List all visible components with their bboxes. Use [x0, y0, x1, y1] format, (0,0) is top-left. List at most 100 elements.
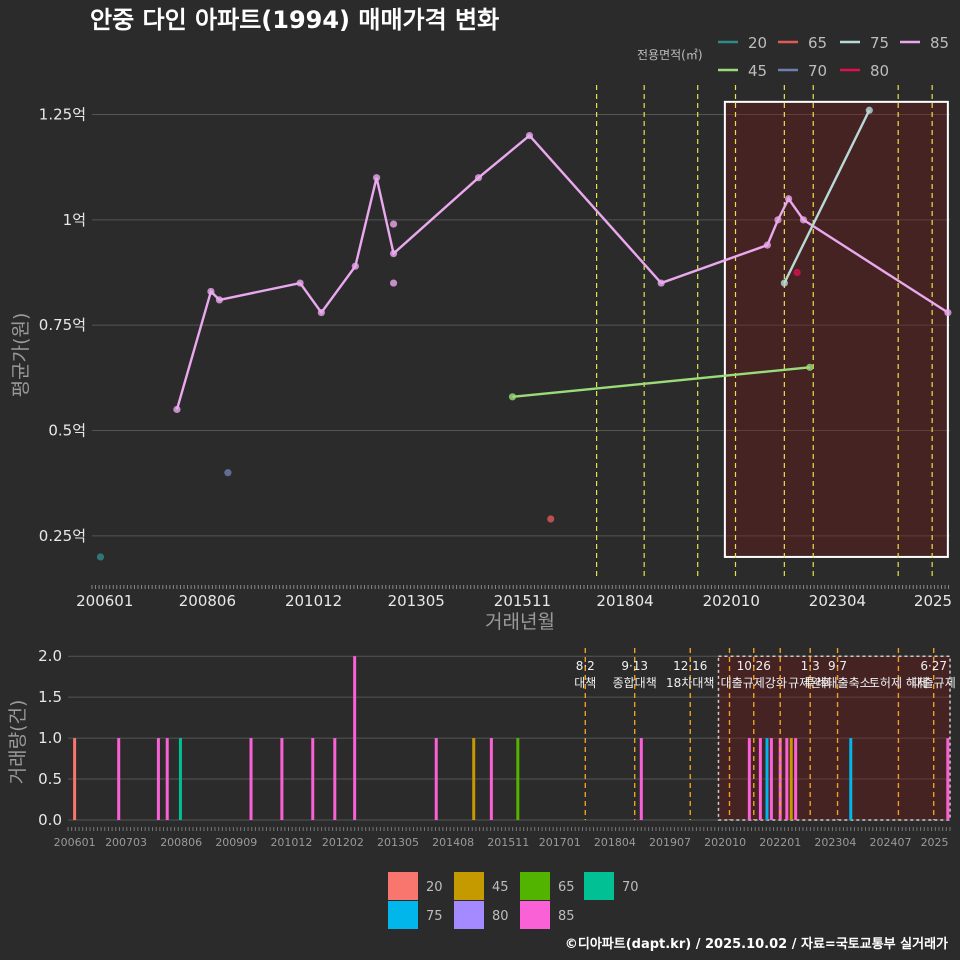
volume-y-tick-label: 1.5 [38, 688, 62, 706]
price-point-85 [317, 308, 325, 317]
price-x-tick-label: 200601 [76, 592, 133, 610]
volume-x-tick-label: 200703 [105, 836, 147, 849]
event-name-label: 18차대책 [666, 675, 714, 690]
volume-x-tick-label: 201305 [377, 836, 419, 849]
volume-bar-45 [472, 738, 476, 820]
volume-legend-swatch-85 [520, 901, 550, 929]
event-name-label: 종합대책 [613, 675, 657, 690]
price-point-85 [474, 174, 483, 182]
volume-x-tick-label: 201804 [594, 836, 636, 849]
price-x-tick-label: 202010 [703, 592, 760, 610]
volume-bar-85 [639, 738, 643, 820]
volume-bar-75 [849, 738, 853, 820]
credit-text: ©디아파트(dapt.kr) / 2025.10.02 / 자료=국토교통부 실… [565, 936, 948, 952]
legend-label-45: 45 [748, 62, 767, 80]
event-name-label: 대출규제강화 [721, 676, 787, 690]
volume-bar-85 [249, 738, 253, 820]
price-point-85 [215, 296, 224, 304]
price-x-tick-label: 2025 [914, 592, 952, 610]
price-point-85 [389, 279, 398, 287]
price-point-70 [224, 469, 232, 477]
price-y-tick-label: 0.25억 [39, 527, 86, 545]
volume-y-tick-label: 1.0 [38, 729, 62, 747]
volume-bar-70 [178, 738, 182, 820]
event-date-label: 12·16 [673, 659, 707, 673]
event-date-label: 8·2 [576, 659, 595, 673]
price-y-tick-label: 1억 [63, 211, 86, 229]
volume-bar-85 [165, 738, 169, 820]
event-name-label: 규제완화 [788, 676, 832, 690]
volume-bar-85 [785, 738, 789, 820]
volume-y-tick-label: 0.0 [38, 811, 62, 829]
event-name-label: 대출규제 [912, 676, 956, 690]
volume-y-axis-label: 거래량(건) [7, 700, 29, 785]
volume-x-tick-label: 200601 [54, 836, 96, 849]
price-point-80 [793, 268, 801, 277]
volume-bar-85 [333, 738, 337, 820]
price-point-85 [351, 262, 359, 270]
price-point-85 [944, 308, 952, 317]
price-y-axis-label: 평균가(원) [10, 313, 32, 398]
price-x-tick-label: 201804 [596, 592, 653, 610]
volume-bar-65 [516, 738, 520, 820]
volume-x-tick-label: 201907 [649, 836, 691, 849]
event-name-label: 토허제 해제 [869, 676, 928, 690]
price-point-45 [508, 393, 517, 401]
event-date-label: 9·7 [828, 659, 847, 673]
volume-legend-label-85: 85 [558, 909, 575, 924]
price-point-65 [547, 515, 555, 523]
volume-legend-label-80: 80 [492, 909, 509, 924]
volume-y-tick-label: 0.5 [38, 770, 62, 788]
price-x-tick-label: 201511 [494, 592, 551, 610]
volume-legend-swatch-45 [454, 872, 484, 900]
event-date-label: 1·3 [801, 659, 820, 673]
price-y-tick-label: 1.25억 [39, 105, 86, 123]
volume-bar-85 [769, 738, 773, 820]
price-point-75 [780, 279, 788, 287]
volume-bar-85 [280, 738, 284, 820]
price-point-85 [774, 216, 782, 224]
volume-x-tick-label: 202010 [704, 836, 746, 849]
legend-label-20: 20 [748, 34, 767, 52]
event-date-label: 6·27 [920, 659, 947, 673]
volume-bar-85 [778, 738, 782, 820]
volume-legend-swatch-75 [388, 901, 418, 929]
series-legend: 전용면적(㎡) 20 65 75 85 45 70 80 [637, 34, 949, 80]
volume-legend-label-70: 70 [622, 880, 639, 895]
event-date-label: 10·26 [737, 659, 771, 673]
volume-legend: 20 45 65 70 75 80 85 [388, 872, 639, 929]
volume-panel: 0.0 0.5 1.0 1.5 2.0 200601 200703 200806 200909 2… [38, 647, 956, 849]
price-x-tick-label: 201305 [388, 592, 445, 610]
legend-label-70: 70 [808, 62, 827, 80]
volume-x-tick-label: 201408 [432, 836, 474, 849]
volume-legend-swatch-65 [520, 872, 550, 900]
legend-label-85: 85 [930, 34, 949, 52]
volume-x-tick-label: 200806 [160, 836, 202, 849]
price-panel: 0.25억 0.5억 0.75억 1억 1.25억 200601 200806 201012 2… [39, 85, 952, 610]
price-point-85 [657, 279, 665, 287]
price-point-85 [389, 249, 398, 258]
price-point-85 [296, 279, 304, 287]
legend-title: 전용면적(㎡) [637, 48, 703, 62]
volume-bar-85 [156, 738, 160, 820]
volume-bar-85 [311, 738, 315, 820]
price-point-85 [173, 405, 181, 414]
volume-x-tick-label: 202201 [759, 836, 801, 849]
volume-x-tick-label: 202407 [869, 836, 911, 849]
price-series-line-85 [175, 133, 949, 410]
volume-bar-85 [747, 738, 751, 820]
volume-x-tick-label: 201701 [539, 836, 581, 849]
volume-x-tick-label: 200909 [215, 836, 257, 849]
price-x-tick-label: 200806 [179, 592, 236, 610]
price-point-45 [806, 363, 814, 371]
legend-label-80: 80 [870, 62, 889, 80]
volume-bar-85 [946, 738, 950, 820]
volume-bar-75 [765, 738, 769, 820]
legend-label-75: 75 [870, 34, 889, 52]
event-name-label: 특례대출축소 [804, 676, 870, 690]
price-series-line-75 [783, 109, 871, 284]
price-point-75 [865, 106, 873, 114]
volume-legend-label-45: 45 [492, 880, 509, 895]
volume-x-tick-label: 202304 [814, 836, 856, 849]
